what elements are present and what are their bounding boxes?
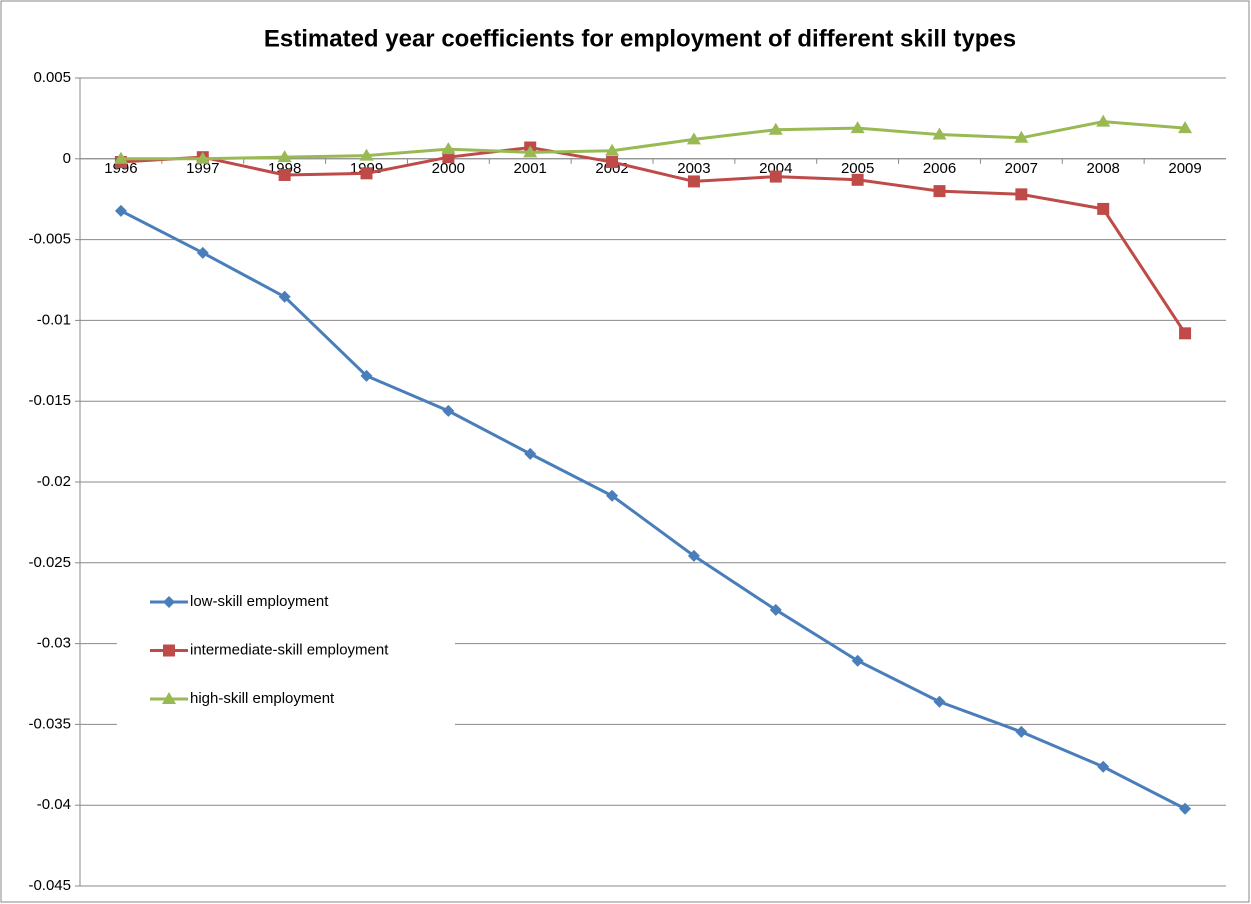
x-tick-label: 2005 <box>841 160 874 177</box>
x-tick-label: 1997 <box>186 160 219 177</box>
marker <box>163 596 175 608</box>
marker <box>1015 725 1028 738</box>
marker <box>278 290 291 303</box>
x-tick-label: 2007 <box>1005 160 1038 177</box>
marker <box>162 692 176 704</box>
marker <box>277 150 292 163</box>
marker <box>932 127 947 140</box>
marker <box>359 148 374 161</box>
legend-label: low-skill employment <box>190 593 329 610</box>
x-tick-label: 2006 <box>923 160 956 177</box>
x-tick-label: 2003 <box>677 160 710 177</box>
marker <box>686 132 701 145</box>
y-tick-label: 0.005 <box>33 69 71 86</box>
x-tick-label: 1996 <box>104 160 137 177</box>
marker <box>195 151 210 164</box>
marker <box>196 246 209 259</box>
x-tick-label: 2009 <box>1168 160 1201 177</box>
marker <box>360 369 373 382</box>
marker <box>850 121 865 134</box>
y-tick-label: -0.04 <box>37 796 71 813</box>
marker <box>606 489 619 502</box>
marker <box>1014 130 1029 143</box>
marker <box>687 175 700 188</box>
y-tick-label: -0.01 <box>37 311 71 328</box>
series-line <box>120 120 1186 161</box>
marker <box>851 654 864 667</box>
y-tick-label: -0.035 <box>28 715 71 732</box>
marker <box>1096 114 1111 127</box>
chart-title: Estimated year coefficients for employme… <box>264 25 1016 52</box>
marker <box>606 156 619 169</box>
y-tick-label: 0 <box>63 150 71 167</box>
marker <box>769 603 782 616</box>
marker <box>163 644 175 657</box>
legend-label: intermediate-skill employment <box>190 641 389 658</box>
marker <box>769 170 782 183</box>
y-tick-label: -0.02 <box>37 473 71 490</box>
marker <box>360 167 373 180</box>
marker <box>851 173 864 186</box>
y-tick-label: -0.005 <box>28 231 71 248</box>
marker <box>441 142 456 155</box>
x-tick-label: 2000 <box>432 160 465 177</box>
marker <box>1179 802 1192 815</box>
x-tick-label: 2004 <box>759 160 792 177</box>
legend-label: high-skill employment <box>190 690 335 707</box>
marker <box>1015 188 1028 201</box>
marker <box>114 204 127 217</box>
marker <box>523 145 538 158</box>
series-line <box>120 209 1186 811</box>
marker <box>524 447 537 460</box>
y-tick-label: -0.03 <box>37 635 71 652</box>
marker <box>278 168 291 181</box>
marker <box>442 151 455 164</box>
marker <box>605 143 620 156</box>
x-tick-label: 2008 <box>1087 160 1120 177</box>
legend: low-skill employment intermediate-skill e… <box>117 580 455 725</box>
marker <box>113 151 128 164</box>
marker <box>1097 202 1110 215</box>
marker <box>933 695 946 708</box>
marker <box>1179 327 1192 340</box>
y-tick-label: -0.025 <box>28 554 71 571</box>
y-tick-label: -0.015 <box>28 392 71 409</box>
marker <box>1178 121 1193 134</box>
series-line <box>120 145 1187 335</box>
marker <box>933 185 946 198</box>
marker <box>442 404 455 417</box>
marker <box>687 549 700 562</box>
x-tick-label: 2001 <box>514 160 547 177</box>
y-tick-label: -0.045 <box>28 877 71 894</box>
marker <box>1097 760 1110 773</box>
marker <box>768 122 783 135</box>
